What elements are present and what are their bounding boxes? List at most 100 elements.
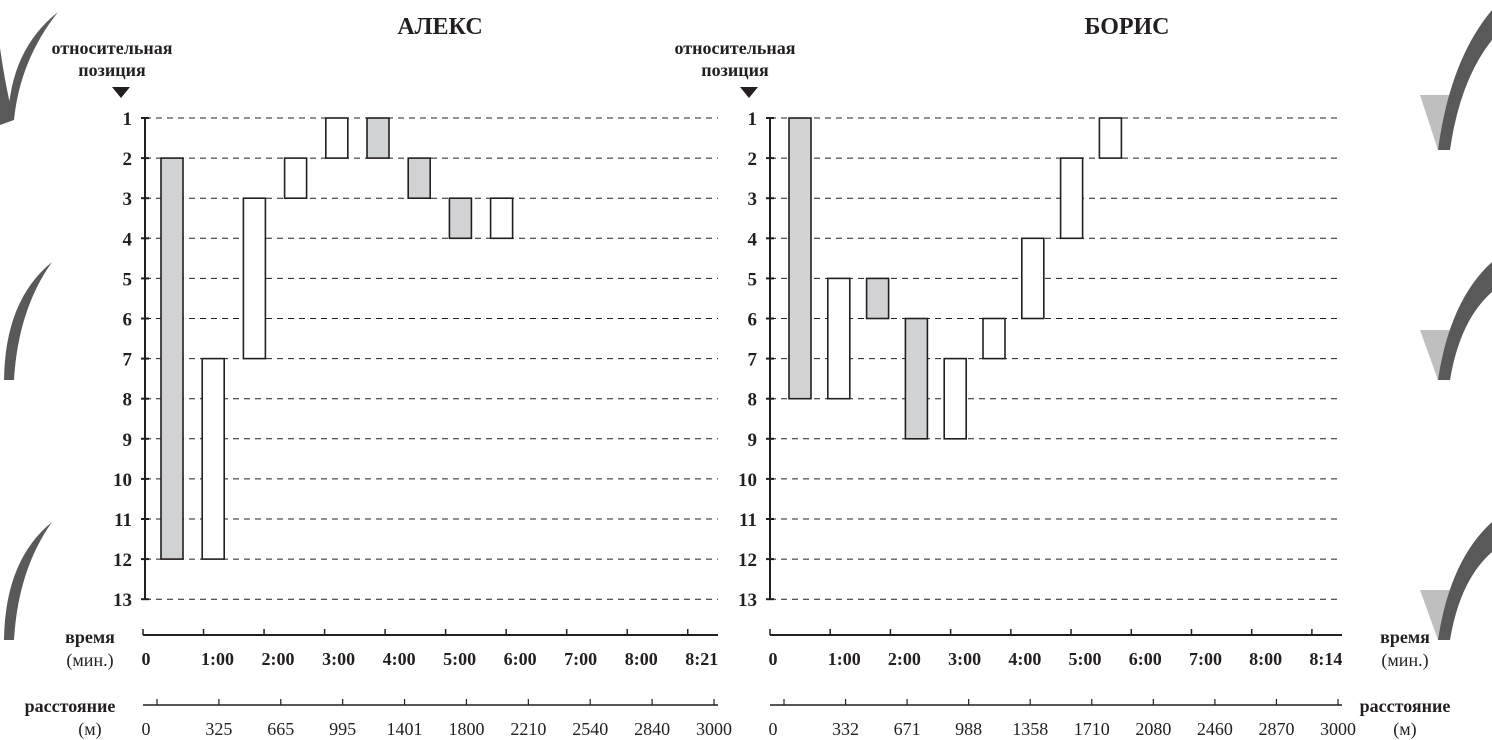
position-bar bbox=[826, 277, 851, 400]
time-tick-label: 8:21 bbox=[685, 649, 718, 669]
y-axis-arrow-icon bbox=[112, 87, 130, 98]
time-axis-label: (мин.) bbox=[1381, 650, 1428, 671]
y-tick-label: 5 bbox=[748, 269, 758, 290]
position-bar bbox=[160, 157, 184, 560]
swoosh-decoration bbox=[8, 12, 58, 120]
time-axis-label: время bbox=[65, 627, 115, 647]
y-tick-label: 5 bbox=[123, 269, 133, 290]
position-bar bbox=[366, 117, 390, 159]
time-axis-label: (мин.) bbox=[66, 650, 113, 671]
distance-tick-label: 3000 bbox=[1320, 719, 1356, 739]
chart-title: АЛЕКС bbox=[397, 14, 482, 40]
position-bar bbox=[943, 357, 968, 440]
swoosh-decoration bbox=[1420, 95, 1450, 150]
y-tick-label: 11 bbox=[739, 510, 757, 531]
y-tick-label: 7 bbox=[123, 350, 133, 371]
time-tick-label: 6:00 bbox=[1129, 649, 1162, 669]
time-tick-label: 0 bbox=[142, 649, 151, 669]
decoration-right bbox=[1420, 10, 1492, 640]
y-tick-label: 9 bbox=[748, 430, 758, 451]
y-tick-label: 13 bbox=[113, 590, 132, 611]
y-tick-label: 1 bbox=[748, 109, 758, 130]
time-tick-label: 8:00 bbox=[625, 649, 658, 669]
time-tick-label: 2:00 bbox=[888, 649, 921, 669]
distance-tick-label: 332 bbox=[832, 719, 859, 739]
decoration-left bbox=[0, 12, 58, 640]
swoosh-decoration bbox=[4, 262, 52, 380]
time-tick-label: 7:00 bbox=[564, 649, 597, 669]
swoosh-decoration bbox=[1438, 522, 1492, 640]
y-tick-label: 2 bbox=[123, 149, 133, 170]
distance-tick-label: 1710 bbox=[1074, 719, 1110, 739]
position-bar bbox=[1020, 237, 1045, 320]
y-tick-label: 3 bbox=[748, 189, 758, 210]
distance-tick-label: 3000 bbox=[696, 719, 732, 739]
time-tick-label: 5:00 bbox=[443, 649, 476, 669]
time-tick-label: 2:00 bbox=[262, 649, 295, 669]
y-tick-label: 1 bbox=[123, 109, 133, 130]
distance-tick-label: 325 bbox=[205, 719, 232, 739]
y-tick-label: 10 bbox=[738, 470, 757, 491]
time-tick-label: 5:00 bbox=[1069, 649, 1102, 669]
y-tick-label: 12 bbox=[738, 550, 757, 571]
time-tick-label: 8:00 bbox=[1249, 649, 1282, 669]
position-bar bbox=[489, 197, 514, 240]
distance-tick-label: 2540 bbox=[572, 719, 608, 739]
position-bar bbox=[283, 157, 308, 200]
swoosh-decoration bbox=[0, 48, 14, 125]
position-bar bbox=[448, 197, 473, 240]
time-tick-label: 3:00 bbox=[948, 649, 981, 669]
distance-axis-label: (м) bbox=[1393, 719, 1416, 740]
distance-axis-label: расстояние bbox=[1360, 696, 1451, 716]
chart-panel: АЛЕКСотносительнаяпозиция123456789101112… bbox=[25, 14, 732, 740]
time-tick-label: 3:00 bbox=[322, 649, 355, 669]
distance-axis-label: (м) bbox=[78, 719, 101, 740]
swoosh-decoration bbox=[1420, 590, 1450, 640]
y-tick-label: 4 bbox=[123, 229, 133, 250]
y-tick-label: 4 bbox=[748, 229, 758, 250]
y-axis-label: позиция bbox=[78, 60, 146, 80]
time-tick-label: 4:00 bbox=[1008, 649, 1041, 669]
time-axis-label: время bbox=[1380, 627, 1430, 647]
distance-tick-label: 0 bbox=[142, 719, 151, 739]
y-axis-label: относительная bbox=[52, 38, 173, 58]
y-axis-label: относительная bbox=[675, 38, 796, 58]
distance-axis-label: расстояние bbox=[25, 696, 116, 716]
chart-title: БОРИС bbox=[1084, 14, 1169, 40]
time-tick-label: 4:00 bbox=[383, 649, 416, 669]
position-bar bbox=[788, 117, 812, 400]
distance-tick-label: 671 bbox=[894, 719, 921, 739]
swoosh-decoration bbox=[1420, 330, 1450, 380]
swoosh-decoration bbox=[1438, 10, 1492, 150]
position-bar bbox=[904, 317, 929, 440]
y-tick-label: 9 bbox=[123, 430, 133, 451]
y-tick-label: 3 bbox=[123, 189, 133, 210]
distance-tick-label: 2080 bbox=[1135, 719, 1171, 739]
y-axis-arrow-icon bbox=[740, 87, 758, 98]
distance-tick-label: 995 bbox=[329, 719, 356, 739]
y-tick-label: 12 bbox=[113, 550, 132, 571]
swoosh-decoration bbox=[4, 522, 52, 640]
distance-tick-label: 1358 bbox=[1012, 719, 1048, 739]
distance-tick-label: 1401 bbox=[387, 719, 423, 739]
distance-tick-label: 2840 bbox=[634, 719, 670, 739]
distance-tick-label: 665 bbox=[267, 719, 294, 739]
y-tick-label: 10 bbox=[113, 470, 132, 491]
time-tick-label: 1:00 bbox=[828, 649, 861, 669]
distance-tick-label: 1800 bbox=[448, 719, 484, 739]
distance-tick-label: 988 bbox=[955, 719, 982, 739]
y-axis-label: позиция bbox=[701, 60, 769, 80]
y-tick-label: 7 bbox=[748, 350, 758, 371]
distance-tick-label: 0 bbox=[769, 719, 778, 739]
time-tick-label: 0 bbox=[769, 649, 778, 669]
swoosh-decoration bbox=[1438, 262, 1492, 380]
position-bar bbox=[201, 357, 225, 560]
time-tick-label: 1:00 bbox=[201, 649, 234, 669]
y-tick-label: 11 bbox=[114, 510, 132, 531]
distance-tick-label: 2210 bbox=[510, 719, 546, 739]
time-tick-label: 6:00 bbox=[504, 649, 537, 669]
position-bar bbox=[242, 197, 267, 360]
position-bar bbox=[324, 117, 349, 159]
position-bar bbox=[865, 277, 890, 320]
y-tick-label: 2 bbox=[748, 149, 758, 170]
